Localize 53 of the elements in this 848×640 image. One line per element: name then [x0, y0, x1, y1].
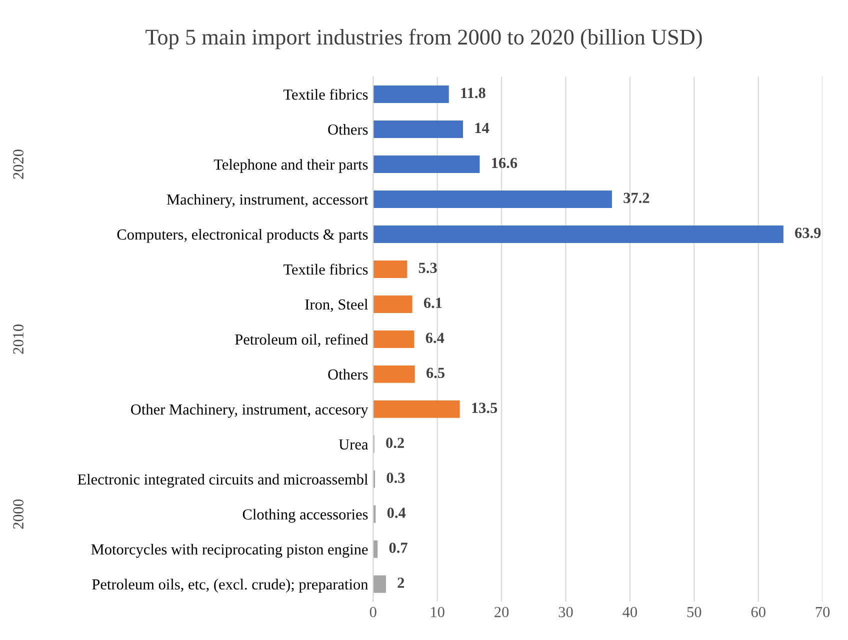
- bar: [373, 330, 414, 348]
- bar: [373, 86, 449, 104]
- chart-title: Top 5 main import industries from 2000 to 2020 (billion USD): [146, 28, 702, 50]
- bar: [373, 225, 784, 243]
- x-tick-label: 10: [431, 606, 444, 618]
- data-label: 63.9: [795, 228, 821, 238]
- y-tick-label: Iron, Steel: [305, 298, 368, 312]
- data-label: 2: [398, 578, 404, 588]
- y-tick-label: Textile fibrics: [283, 264, 368, 275]
- y-tick-label: Motorcycles with reciprocating piston engine: [91, 544, 368, 558]
- data-label: 0.2: [386, 438, 404, 448]
- data-label: 6.5: [426, 368, 445, 378]
- data-label: 0.3: [386, 472, 405, 484]
- y-tick-label: Electronic integrated circuits and microassembl: [78, 474, 368, 488]
- x-tick-label: 50: [687, 606, 702, 618]
- x-tick-label: 0: [370, 606, 376, 618]
- y-tick-label: Others: [328, 368, 368, 380]
- data-label: 16.6: [492, 158, 518, 168]
- data-label: 37.2: [624, 192, 650, 204]
- bar: [373, 295, 412, 313]
- data-label: 5.3: [418, 262, 437, 274]
- text: 2020: [13, 150, 24, 179]
- y-tick-label: Others: [328, 124, 368, 135]
- y-tick-label: Petroleum oil, refined: [235, 334, 368, 347]
- x-tick-label: 60: [751, 606, 766, 618]
- data-label: 6.1: [424, 298, 442, 308]
- bar: [373, 575, 386, 593]
- x-tick-label: 20: [494, 606, 509, 618]
- data-label: 0.4: [387, 508, 406, 518]
- y-tick-label: Urea: [338, 439, 368, 450]
- y-tick-label: Machinery, instrument, accessort: [166, 194, 368, 208]
- y-tick-label: Clothing accessories: [242, 508, 368, 523]
- y-tick-label: Textile fibrics: [283, 88, 368, 100]
- y-tick-label: Telephone and their parts: [214, 158, 368, 173]
- text: 2000: [13, 499, 24, 529]
- data-label: 0.7: [389, 542, 408, 554]
- bar: [373, 120, 464, 138]
- x-tick-label: 30: [558, 606, 573, 618]
- y-tick-label: Computers, electronical products & parts: [117, 228, 368, 243]
- bar: [373, 400, 460, 418]
- data-label: 13.5: [472, 402, 498, 414]
- data-label: 6.4: [426, 332, 444, 344]
- bar: [373, 156, 480, 174]
- y-tick-label: Other Machinery, instrument, accesory: [131, 404, 368, 418]
- y-tick-label: Petroleum oils, etc, (excl. crude); preparation: [92, 578, 368, 593]
- text: 2010: [13, 324, 24, 354]
- x-tick-label: 70: [816, 606, 830, 618]
- data-label: 11.8: [461, 88, 486, 98]
- data-label: 14: [475, 122, 490, 133]
- bar: [373, 260, 408, 278]
- x-tick-label: 40: [622, 606, 637, 618]
- bar: [373, 190, 612, 208]
- bar: [373, 365, 415, 383]
